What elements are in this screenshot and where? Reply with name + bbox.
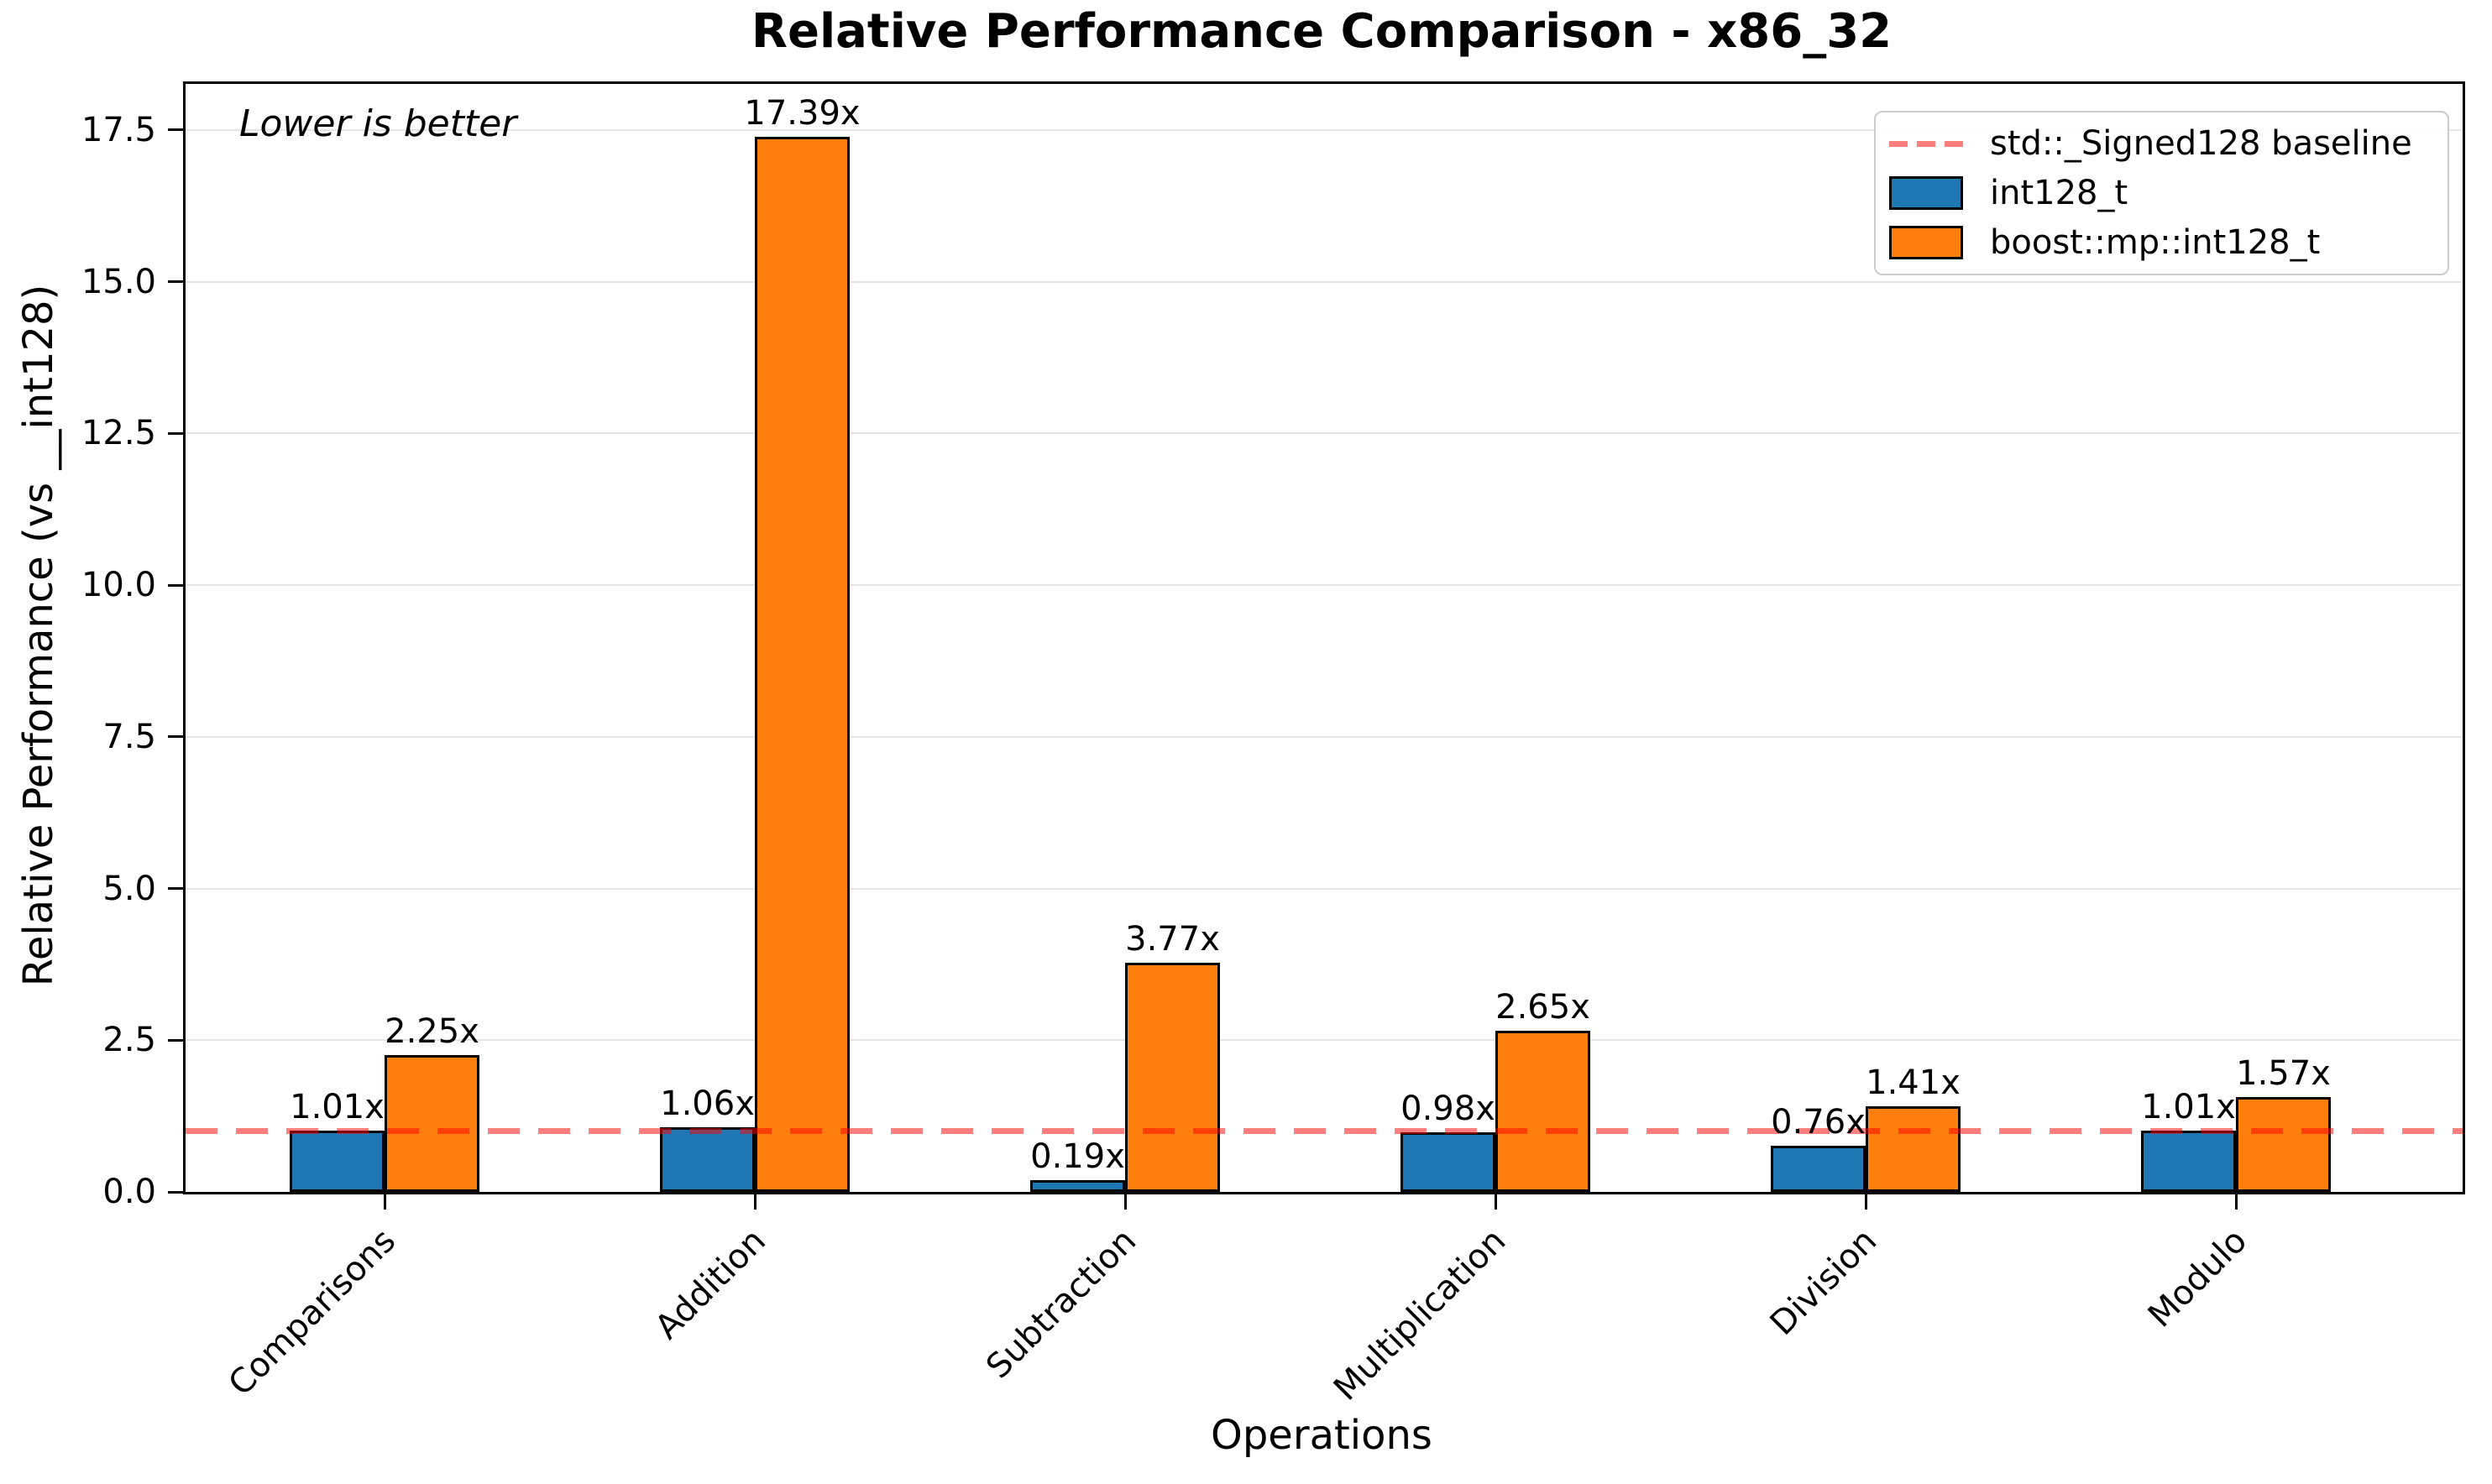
x-axis-label: Operations: [1211, 1412, 1432, 1459]
y-tick-mark: [168, 583, 183, 587]
y-tick-mark: [168, 735, 183, 739]
bar-int128_t: [1400, 1132, 1495, 1192]
x-tick-label-text: Modulo: [2140, 1221, 2254, 1335]
chart-title: Relative Performance Comparison - x86_32: [751, 4, 1893, 59]
bar-boost-mp-int128_t: [755, 136, 850, 1192]
x-tick-mark: [1494, 1194, 1497, 1210]
bar-boost-mp-int128_t: [1495, 1031, 1590, 1192]
y-tick-mark: [168, 1190, 183, 1194]
bar-boost-mp-int128_t: [1866, 1106, 1961, 1192]
bar-value-label: 2.25x: [385, 1012, 479, 1052]
x-tick-mark: [2234, 1194, 2238, 1210]
legend-swatch-box: [1889, 175, 1963, 210]
bar-value-label: 0.98x: [1400, 1089, 1495, 1129]
boost-color-swatch-icon: [1889, 225, 1963, 259]
baseline-dashed-line-icon: [1889, 140, 1963, 147]
x-tick-label-text: Comparisons: [221, 1221, 403, 1403]
bar-int128_t: [290, 1130, 385, 1192]
y-tick-label: 12.5: [81, 414, 156, 453]
bar-value-label: 0.76x: [1771, 1103, 1866, 1142]
bar-value-label: 1.57x: [2236, 1053, 2331, 1093]
y-tick-label: 0.0: [102, 1173, 156, 1211]
bar-value-label: 17.39x: [744, 93, 861, 133]
legend: std::_Signed128 baseline int128_t boost:…: [1874, 111, 2449, 275]
y-tick-mark: [168, 887, 183, 891]
gridline: [186, 735, 2463, 738]
y-tick-label: 15.0: [81, 262, 156, 301]
gridline: [186, 128, 2463, 131]
y-tick-label: 2.5: [102, 1021, 156, 1060]
legend-label-baseline: std::_Signed128 baseline: [1990, 124, 2412, 164]
x-tick-label-text: Division: [1762, 1221, 1884, 1343]
x-tick-label-text: Addition: [647, 1221, 773, 1347]
legend-item-boost: boost::mp::int128_t: [1876, 222, 2448, 264]
gridline: [186, 887, 2463, 890]
bar-value-label: 0.19x: [1030, 1137, 1125, 1177]
plot-area: Lower is better std::_Signed128 baseline…: [81, 81, 2465, 1408]
legend-swatch-box: [1889, 140, 1963, 147]
legend-item-int128: int128_t: [1876, 172, 2448, 214]
gridline: [186, 280, 2463, 283]
x-tick-label-text: Multiplication: [1327, 1221, 1514, 1408]
bar-value-label: 1.01x: [2141, 1087, 2236, 1126]
y-tick-label: 5.0: [102, 869, 156, 908]
gridline: [186, 584, 2463, 587]
gridline: [186, 432, 2463, 435]
y-tick-label: 7.5: [102, 717, 156, 756]
bar-value-label: 1.41x: [1866, 1063, 1961, 1103]
x-tick-label-text: Subtraction: [978, 1221, 1144, 1387]
y-tick-label: 10.0: [81, 566, 156, 605]
y-tick-mark: [168, 1038, 183, 1042]
bar-value-label: 2.65x: [1495, 988, 1590, 1027]
bar-int128_t: [660, 1127, 755, 1192]
lower-is-better-note: Lower is better: [239, 102, 517, 145]
bar-value-label: 1.01x: [290, 1087, 385, 1126]
y-tick-mark: [168, 128, 183, 132]
y-tick-mark: [168, 431, 183, 435]
legend-label-int128: int128_t: [1990, 173, 2128, 212]
bar-boost-mp-int128_t: [385, 1055, 479, 1192]
legend-item-baseline: std::_Signed128 baseline: [1876, 123, 2448, 165]
x-tick-mark: [383, 1194, 386, 1210]
y-tick-label: 17.5: [81, 110, 156, 149]
gridline: [186, 1039, 2463, 1042]
legend-swatch-box: [1889, 225, 1963, 259]
bar-boost-mp-int128_t: [1125, 963, 1220, 1192]
bar-int128_t: [1030, 1180, 1125, 1192]
bar-int128_t: [1771, 1146, 1866, 1192]
bar-int128_t: [2141, 1130, 2236, 1192]
baseline-dashed-line: [186, 1128, 2463, 1135]
y-tick-mark: [168, 280, 183, 284]
x-tick-mark: [1864, 1194, 1867, 1210]
x-tick-mark: [753, 1194, 756, 1210]
x-tick-mark: [1123, 1194, 1127, 1210]
int128-color-swatch-icon: [1889, 175, 1963, 210]
bar-value-label: 3.77x: [1125, 920, 1220, 959]
legend-label-boost: boost::mp::int128_t: [1990, 222, 2321, 262]
bar-value-label: 1.06x: [660, 1084, 755, 1124]
bar-boost-mp-int128_t: [2236, 1096, 2331, 1192]
